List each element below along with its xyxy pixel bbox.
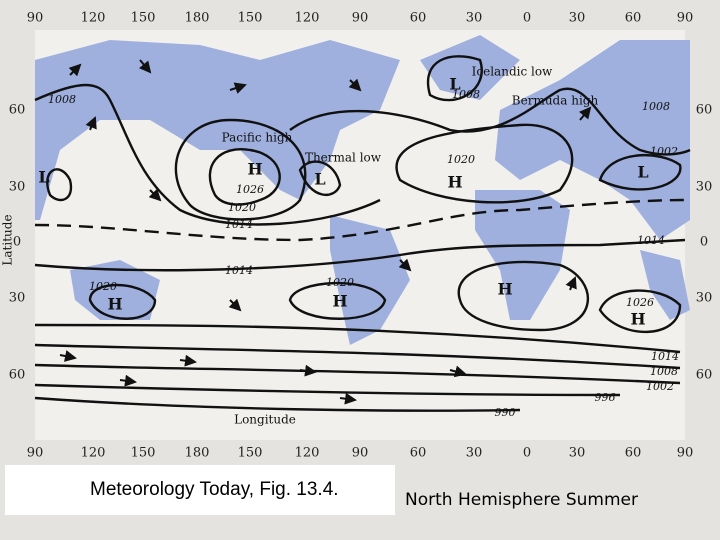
bottom-lon-label: 30	[466, 446, 483, 461]
isobar-label: 1008	[452, 88, 480, 101]
right-lat-label: 60	[696, 368, 713, 383]
right-lat-label: 30	[696, 291, 713, 306]
top-lon-label: 120	[81, 11, 106, 26]
bottom-lon-label: 90	[27, 446, 44, 461]
pressure-center: L	[38, 168, 49, 187]
isobar-label: 1020	[447, 153, 475, 166]
pressure-center: H	[107, 295, 122, 314]
isobar-label: 1020	[89, 280, 117, 293]
caption-source: Meteorology Today, Fig. 13.4.	[90, 479, 339, 500]
top-lon-label: 150	[131, 11, 156, 26]
pressure-center: L	[314, 170, 325, 189]
isobar-label: 1002	[646, 380, 674, 393]
isobar-label: 1014	[637, 234, 665, 247]
bottom-lon-label: 0	[523, 446, 531, 461]
pressure-center: H	[247, 160, 262, 179]
isobar-label: 1002	[650, 145, 678, 158]
left-lat-label: 60	[9, 368, 26, 383]
right-lat-label: 30	[696, 180, 713, 195]
left-lat-label: 60	[9, 103, 26, 118]
system-name: Pacific high	[222, 131, 293, 145]
pressure-center: H	[630, 310, 645, 329]
top-lon-label: 30	[569, 11, 586, 26]
bottom-lon-label: 60	[625, 446, 642, 461]
pressure-center: L	[449, 75, 460, 94]
pressure-center: H	[447, 173, 462, 192]
right-lat-label: 0	[700, 235, 708, 250]
top-lon-label: 90	[352, 11, 369, 26]
isobars	[34, 55, 691, 412]
x-axis-title: Longitude	[234, 413, 296, 427]
bottom-lon-label: 60	[410, 446, 427, 461]
bottom-lon-label: 120	[81, 446, 106, 461]
left-lat-label: 30	[9, 291, 26, 306]
isobar-label: 990	[495, 406, 516, 419]
isobar-label: 1026	[626, 296, 654, 309]
system-name: Thermal low	[305, 151, 382, 165]
top-lon-label: 150	[238, 11, 263, 26]
bottom-lon-label: 90	[677, 446, 694, 461]
bottom-lon-label: 150	[238, 446, 263, 461]
top-lon-label: 0	[523, 11, 531, 26]
caption-box	[5, 465, 395, 515]
isobar-label: 1014	[225, 218, 253, 231]
bottom-lon-label: 150	[131, 446, 156, 461]
isobar-label: 1014	[225, 264, 253, 277]
isobar-label: 1008	[48, 93, 76, 106]
caption-title: North Hemisphere Summer	[405, 490, 638, 510]
isobar-label: 1014	[651, 350, 679, 363]
isobar-label: 1020	[326, 276, 354, 289]
right-lat-label: 60	[696, 103, 713, 118]
bottom-lon-label: 90	[352, 446, 369, 461]
isobar-label: 1008	[642, 100, 670, 113]
top-lon-label: 60	[410, 11, 427, 26]
isobar-label: 1020	[228, 201, 256, 214]
top-lon-label: 30	[466, 11, 483, 26]
top-lon-label: 180	[185, 11, 210, 26]
top-lon-label: 90	[27, 11, 44, 26]
top-lon-label: 90	[677, 11, 694, 26]
wind-arrows	[59, 59, 592, 405]
pressure-center: H	[332, 292, 347, 311]
bottom-lon-label: 30	[569, 446, 586, 461]
left-lat-label: 0	[13, 235, 21, 250]
system-name: Bermuda high	[512, 94, 599, 108]
isobar-label: 1008	[650, 365, 678, 378]
y-axis-title: Latitude	[1, 214, 15, 265]
top-lon-label: 60	[625, 11, 642, 26]
bottom-lon-label: 180	[185, 446, 210, 461]
left-lat-label: 30	[9, 180, 26, 195]
isobar-label: 1026	[236, 183, 264, 196]
top-lon-label: 120	[295, 11, 320, 26]
bottom-lon-label: 120	[295, 446, 320, 461]
system-name: Icelandic low	[472, 65, 553, 79]
pressure-center: H	[497, 280, 512, 299]
isobar-label: 996	[595, 391, 616, 404]
pressure-center: L	[637, 163, 648, 182]
